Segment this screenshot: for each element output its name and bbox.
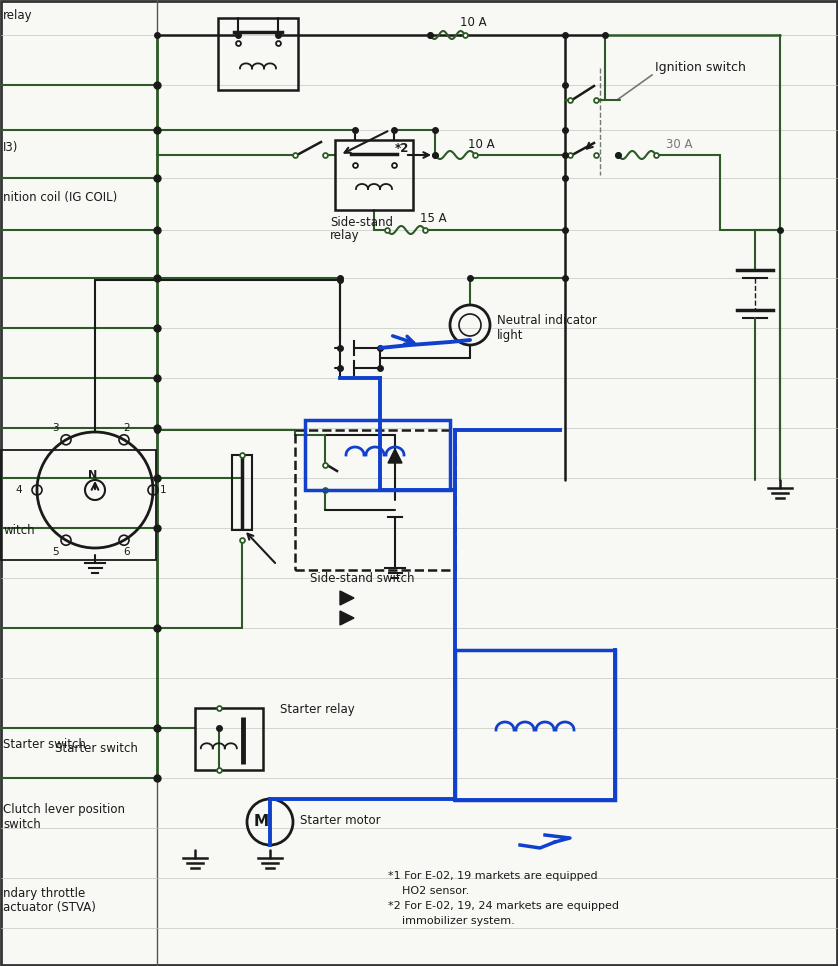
Text: Starter switch: Starter switch xyxy=(55,742,138,754)
Text: 6: 6 xyxy=(124,548,131,557)
Polygon shape xyxy=(340,611,354,625)
Bar xyxy=(305,420,450,490)
Text: I3): I3) xyxy=(3,141,18,155)
Text: Clutch lever position: Clutch lever position xyxy=(3,804,125,816)
Text: switch: switch xyxy=(3,818,41,832)
Text: immobilizer system.: immobilizer system. xyxy=(388,916,515,926)
Text: relay: relay xyxy=(330,229,360,242)
Text: actuator (STVA): actuator (STVA) xyxy=(3,901,96,915)
Text: Starter switch: Starter switch xyxy=(3,738,85,752)
Bar xyxy=(218,18,298,90)
Text: Side-stand switch: Side-stand switch xyxy=(310,572,415,584)
Text: light: light xyxy=(497,328,524,342)
Text: Neutral indicator: Neutral indicator xyxy=(497,314,597,327)
Text: 30 A: 30 A xyxy=(666,138,692,152)
Text: 4: 4 xyxy=(16,485,23,495)
Text: Starter relay: Starter relay xyxy=(280,703,354,717)
Text: *1 For E-02, 19 markets are equipped: *1 For E-02, 19 markets are equipped xyxy=(388,871,597,881)
Text: 10 A: 10 A xyxy=(460,15,487,29)
Text: HO2 sensor.: HO2 sensor. xyxy=(388,886,469,896)
Text: 5: 5 xyxy=(52,548,59,557)
Text: Ignition switch: Ignition switch xyxy=(655,62,746,74)
Bar xyxy=(1,450,156,560)
Text: 3: 3 xyxy=(52,423,59,433)
Text: Side-stand: Side-stand xyxy=(330,215,393,229)
Text: *2 For E-02, 19, 24 markets are equipped: *2 For E-02, 19, 24 markets are equipped xyxy=(388,901,619,911)
Text: Starter motor: Starter motor xyxy=(300,813,380,827)
Text: 1: 1 xyxy=(160,485,166,495)
Text: 10 A: 10 A xyxy=(468,138,494,152)
Text: relay: relay xyxy=(3,9,33,21)
Text: ndary throttle: ndary throttle xyxy=(3,887,85,899)
Text: M: M xyxy=(253,814,268,830)
Text: 2: 2 xyxy=(124,423,131,433)
Polygon shape xyxy=(388,449,402,463)
Text: 15 A: 15 A xyxy=(420,212,447,224)
Bar xyxy=(295,430,455,570)
Bar xyxy=(195,708,263,770)
Text: witch: witch xyxy=(3,524,34,536)
Bar xyxy=(455,650,615,800)
Polygon shape xyxy=(340,591,354,605)
Text: *2: *2 xyxy=(395,141,410,155)
Bar xyxy=(232,455,252,530)
Text: N: N xyxy=(88,470,97,480)
Text: nition coil (IG COIL): nition coil (IG COIL) xyxy=(3,191,117,205)
Bar xyxy=(335,140,413,210)
